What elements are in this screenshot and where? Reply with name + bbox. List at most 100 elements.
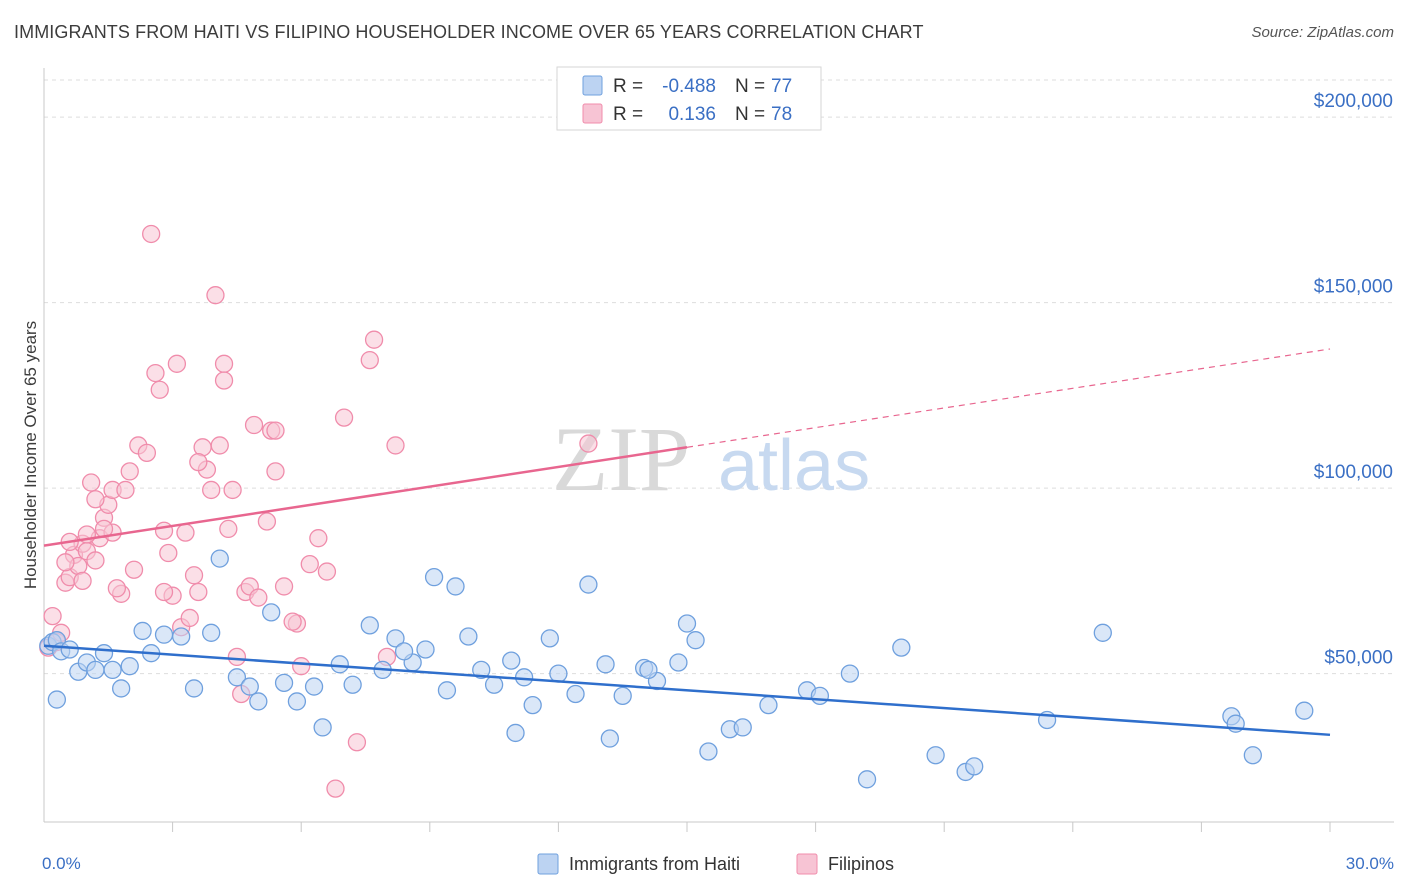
haiti-point	[249, 692, 268, 711]
haiti-point	[549, 664, 568, 683]
chart-title: IMMIGRANTS FROM HAITI VS FILIPINO HOUSEH…	[14, 22, 924, 42]
filipino-point	[257, 512, 277, 531]
haiti-points	[39, 549, 1314, 789]
filipino-point	[73, 571, 92, 590]
filipino-point	[214, 354, 234, 373]
legend-n-value-haiti: 77	[771, 76, 792, 97]
filipino-point	[266, 462, 285, 481]
haiti-point	[459, 627, 478, 646]
legend-swatch-filipino	[582, 103, 603, 124]
filipino-point	[283, 612, 302, 631]
filipino-point	[219, 519, 238, 539]
x-tick-label-min: 0.0%	[42, 854, 81, 873]
bottom-legend-swatch-filipino[interactable]	[796, 853, 818, 875]
haiti-point	[857, 770, 877, 789]
haiti-point	[394, 642, 414, 661]
haiti-trendline	[43, 644, 1331, 737]
filipino-point	[120, 462, 139, 481]
haiti-point	[579, 575, 598, 594]
filipino-point	[107, 579, 127, 598]
haiti-point	[172, 627, 191, 646]
bottom-legend-swatch-haiti[interactable]	[537, 853, 559, 875]
y-tick-label: $200,000	[1314, 91, 1393, 112]
filipino-point	[86, 551, 105, 570]
y-tick-label: $150,000	[1314, 277, 1393, 298]
legend-swatch-haiti	[582, 75, 603, 96]
haiti-point	[669, 653, 688, 672]
haiti-point	[686, 631, 705, 650]
haiti-point	[112, 679, 131, 698]
x-axis-ticks	[172, 822, 1331, 832]
filipino-point	[189, 452, 208, 472]
filipino-point	[274, 577, 294, 596]
filipino-point	[347, 733, 367, 752]
filipino-point	[150, 380, 169, 399]
haiti-point	[330, 655, 349, 674]
legend-r-value-filipino: 0.136	[668, 104, 716, 125]
haiti-point	[94, 644, 114, 663]
x-tick-label-max: 30.0%	[1346, 854, 1394, 873]
haiti-point	[926, 746, 945, 765]
filipino-point	[116, 480, 135, 500]
haiti-point	[759, 695, 778, 715]
filipino-point	[154, 521, 174, 540]
haiti-point	[240, 677, 259, 696]
filipino-point	[202, 480, 221, 500]
haiti-point	[484, 675, 504, 694]
haiti-point	[600, 729, 619, 748]
legend-n-label-haiti: N =	[735, 76, 765, 97]
haiti-point	[840, 664, 860, 683]
filipino-point	[184, 566, 204, 585]
filipino-point	[189, 582, 208, 602]
y-axis-tick-labels: $50,000 $100,000 $150,000 $200,000	[1314, 91, 1393, 669]
filipino-point	[214, 371, 234, 390]
haiti-point	[424, 567, 444, 587]
filipino-point	[266, 421, 285, 440]
filipino-point	[223, 480, 242, 500]
bottom-legend-label-haiti[interactable]: Immigrants from Haiti	[569, 854, 740, 874]
haiti-point	[639, 660, 658, 680]
filipino-point	[137, 443, 157, 463]
haiti-point	[514, 668, 534, 687]
haiti-point	[472, 660, 491, 680]
haiti-point	[416, 640, 435, 659]
haiti-point	[304, 677, 324, 696]
filipino-point	[227, 647, 247, 667]
watermark-zip: ZIP	[552, 408, 690, 510]
y-tick-label: $50,000	[1324, 648, 1393, 669]
watermark-atlas: atlas	[718, 426, 870, 506]
bottom-legend-label-filipino[interactable]: Filipinos	[828, 854, 894, 874]
haiti-point	[386, 629, 405, 648]
filipino-point	[300, 555, 319, 574]
filipino-point	[579, 434, 598, 453]
haiti-point	[343, 675, 362, 694]
filipino-point	[326, 779, 345, 798]
haiti-point	[202, 623, 221, 642]
filipino-trendline	[43, 446, 688, 547]
haiti-point	[274, 673, 294, 693]
haiti-point	[210, 549, 229, 568]
haiti-point	[613, 686, 632, 706]
filipino-point	[86, 490, 105, 509]
filipino-point	[210, 436, 229, 455]
legend-n-label-filipino: N =	[735, 104, 765, 125]
source-credit: Source: ZipAtlas.com	[1251, 24, 1394, 41]
filipino-point	[159, 543, 178, 563]
filipino-point	[309, 529, 328, 548]
haiti-point	[506, 723, 525, 743]
haiti-point	[154, 625, 174, 644]
haiti-point	[1243, 746, 1262, 765]
haiti-point	[892, 638, 911, 657]
filipino-point	[142, 224, 161, 244]
haiti-point	[227, 668, 247, 687]
filipino-point	[244, 415, 264, 435]
haiti-point	[502, 651, 521, 670]
filipino-point	[146, 363, 165, 383]
filipino-point	[360, 350, 379, 370]
filipino-point	[292, 657, 311, 676]
haiti-point	[437, 681, 457, 700]
haiti-point	[47, 690, 67, 709]
filipino-point	[249, 588, 268, 607]
legend-r-value-haiti: -0.488	[662, 76, 716, 97]
filipino-point	[334, 408, 354, 427]
